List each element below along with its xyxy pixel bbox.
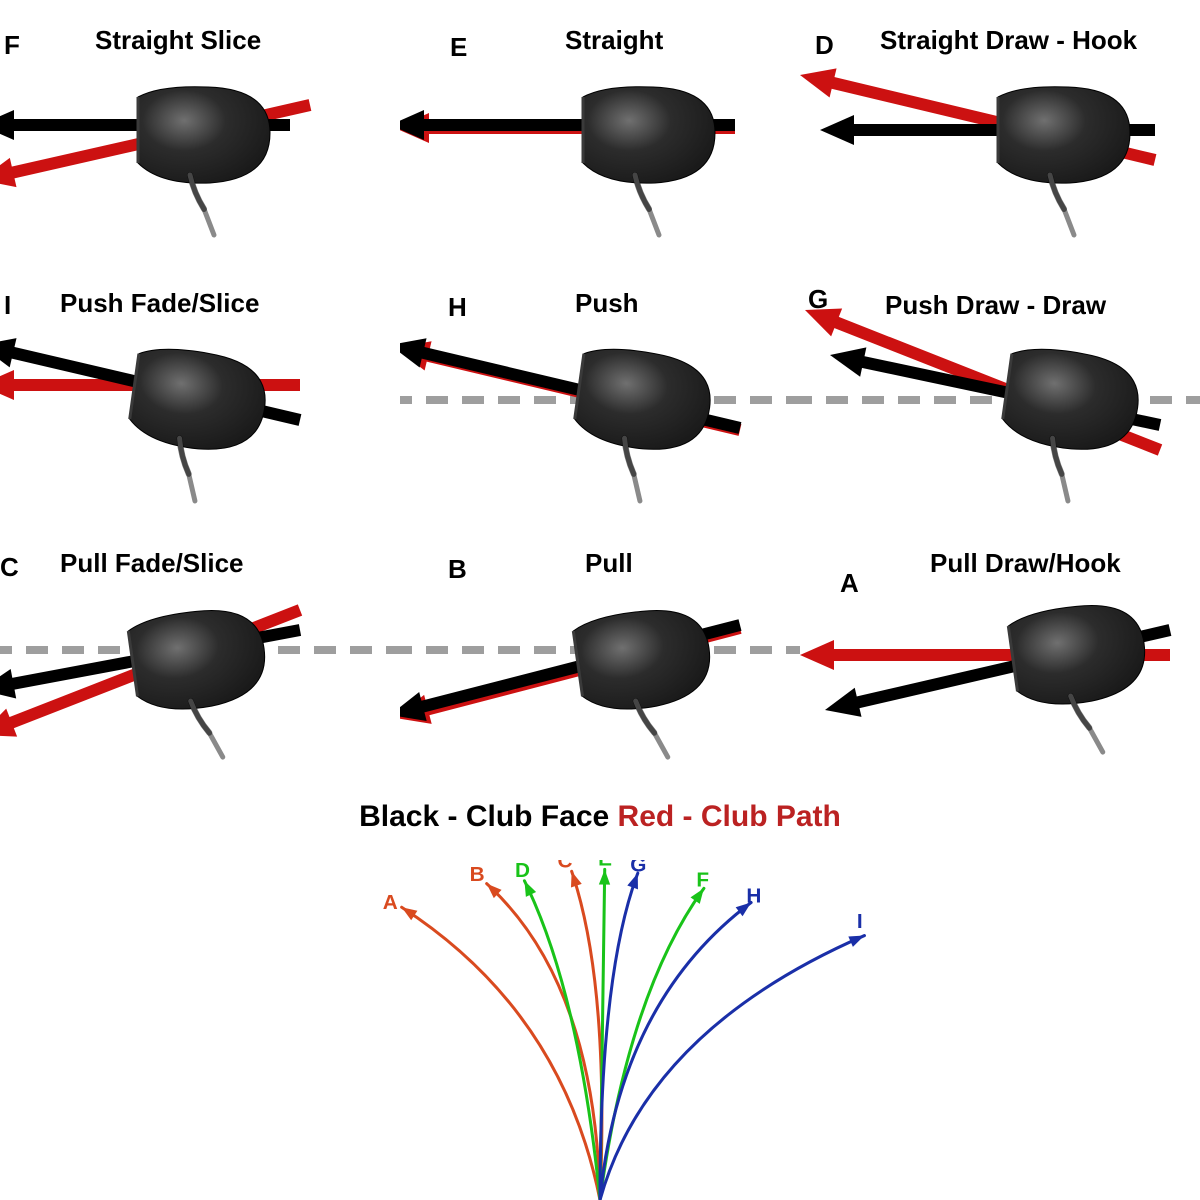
flight-label: H [746, 885, 761, 908]
flight-path [402, 907, 600, 1200]
shot-cell: H Push [400, 260, 800, 520]
legend: Black - Club Face Red - Club Path [0, 800, 1200, 834]
shot-cell: F Straight Slice [0, 0, 400, 260]
flight-label: E [598, 860, 612, 871]
cell-title: Push Fade/Slice [60, 288, 259, 319]
cell-letter: C [0, 552, 19, 583]
cell-title: Straight Draw - Hook [880, 25, 1137, 56]
ball-flight-fan: A B D C E G F H I [200, 860, 1000, 1200]
cell-title: Push [575, 288, 639, 319]
shot-cell: I Push Fade/Slice [0, 260, 400, 520]
cell-letter: A [840, 568, 859, 599]
flight-label: B [470, 863, 485, 886]
cell-title: Push Draw - Draw [885, 290, 1106, 321]
cell-letter: E [450, 32, 467, 63]
flight-label: D [515, 860, 530, 882]
diagram-root: { "canvas": { "w": 1200, "h": 1200, "bg"… [0, 0, 1200, 1200]
flight-path [600, 936, 864, 1200]
flight-label: A [383, 891, 398, 914]
cell-title: Straight [565, 25, 663, 56]
shot-cell: G Push Draw - Draw [800, 260, 1200, 520]
cell-letter: B [448, 554, 467, 585]
cell-letter: I [4, 290, 11, 321]
cell-letter: H [448, 292, 467, 323]
cell-title: Pull [585, 548, 633, 579]
legend-black: Black - Club Face [359, 800, 609, 833]
cell-letter: D [815, 30, 834, 61]
flight-label: F [696, 868, 709, 891]
flight-label: C [558, 860, 573, 873]
shot-cell: C Pull Fade/Slice [0, 520, 400, 780]
shot-cell: B Pull [400, 520, 800, 780]
shot-cell: E Straight [400, 0, 800, 260]
cell-title: Straight Slice [95, 25, 261, 56]
cell-title: Pull Fade/Slice [60, 548, 244, 579]
flight-label: G [630, 860, 646, 876]
flight-label: I [857, 910, 863, 933]
cell-letter: F [4, 30, 20, 61]
shot-cell: D Straight Draw - Hook [800, 0, 1200, 260]
shot-cell: A Pull Draw/Hook [800, 520, 1200, 780]
flight-path [487, 884, 600, 1200]
legend-red: Red - Club Path [618, 800, 841, 833]
cell-letter: G [808, 284, 828, 315]
cell-title: Pull Draw/Hook [930, 548, 1121, 579]
flight-svg: A B D C E G F H I [200, 860, 1000, 1200]
flight-path [600, 903, 751, 1200]
